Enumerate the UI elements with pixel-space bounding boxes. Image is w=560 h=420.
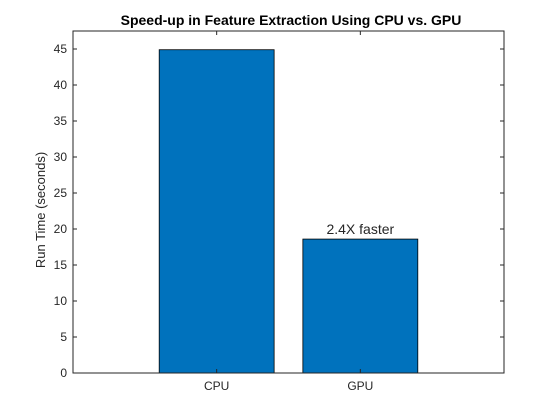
y-tick-label: 0 bbox=[60, 366, 67, 380]
y-tick-label: 10 bbox=[54, 294, 68, 308]
y-tick-label: 25 bbox=[54, 186, 68, 200]
axes-box bbox=[72, 30, 505, 374]
y-tick-label: 5 bbox=[60, 330, 67, 344]
y-axis-label: Run Time (seconds) bbox=[33, 152, 48, 268]
y-tick-label: 20 bbox=[54, 222, 68, 236]
y-tick-label: 15 bbox=[54, 258, 68, 272]
x-tick-label-gpu: GPU bbox=[347, 379, 373, 393]
y-tick-label: 40 bbox=[54, 78, 68, 92]
chart-title: Speed-up in Feature Extraction Using CPU… bbox=[121, 12, 462, 28]
bar-annotation: 2.4X faster bbox=[326, 221, 394, 237]
y-tick-label: 35 bbox=[54, 114, 68, 128]
y-tick-label: 45 bbox=[54, 42, 68, 56]
bar-gpu bbox=[302, 238, 419, 374]
bar-cpu bbox=[158, 49, 275, 374]
y-tick-label: 30 bbox=[54, 150, 68, 164]
plot-area: 0 5 10 15 20 25 30 35 40 45 CPU GPU 2.4X faster bbox=[54, 30, 505, 393]
x-tick-label-cpu: CPU bbox=[204, 379, 229, 393]
